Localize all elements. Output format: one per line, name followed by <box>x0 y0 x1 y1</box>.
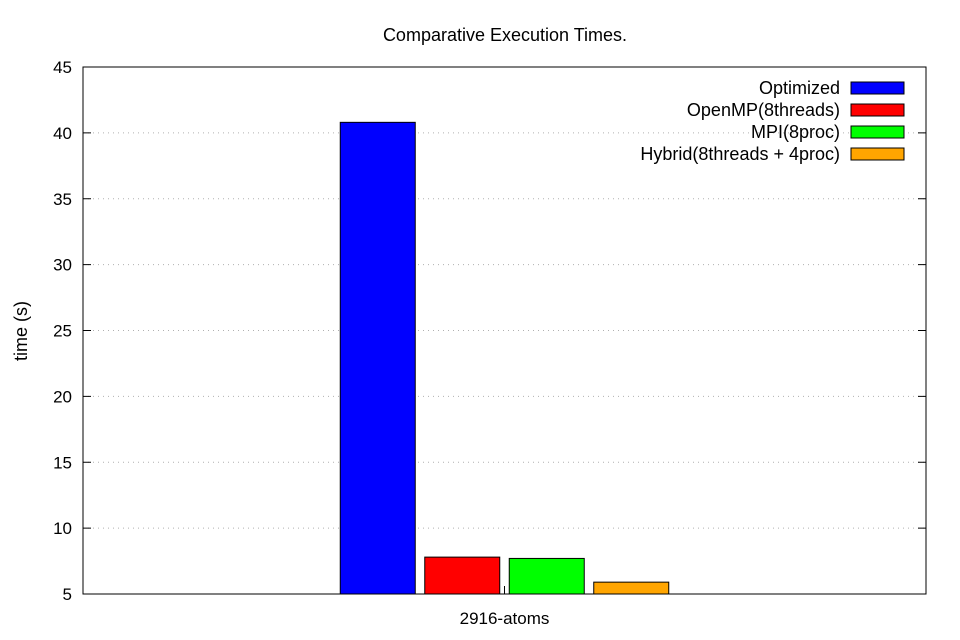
y-tick-label: 40 <box>53 124 72 143</box>
y-tick-label: 45 <box>53 58 72 77</box>
legend-label: Optimized <box>759 78 840 98</box>
y-tick-label: 30 <box>53 256 72 275</box>
legend-label: OpenMP(8threads) <box>687 100 840 120</box>
y-tick-label: 25 <box>53 322 72 341</box>
axis-ticks: 5 10 15 20 25 30 35 40 45 2916-atoms <box>53 58 926 628</box>
x-tick-label: 2916-atoms <box>460 609 550 628</box>
legend-swatch <box>850 103 905 117</box>
bar-openmp-8threads <box>424 556 501 595</box>
bar-mpi-8proc <box>508 557 585 595</box>
legend-label: MPI(8proc) <box>751 122 840 142</box>
bar-hybrid-8threads-4proc <box>593 581 670 595</box>
y-axis-label: time (s) <box>11 301 31 361</box>
bar-optimized <box>339 121 416 595</box>
y-tick-label: 5 <box>63 585 72 604</box>
legend-swatch <box>850 125 905 139</box>
y-tick-label: 35 <box>53 190 72 209</box>
chart-title: Comparative Execution Times. <box>383 25 627 45</box>
y-tick-label: 20 <box>53 387 72 406</box>
legend-swatch <box>850 147 905 161</box>
grid-lines <box>83 132 926 529</box>
legend: OptimizedOpenMP(8threads)MPI(8proc)Hybri… <box>640 78 905 164</box>
bars <box>339 121 670 595</box>
legend-label: Hybrid(8threads + 4proc) <box>640 144 840 164</box>
y-tick-label: 15 <box>53 453 72 472</box>
legend-swatch <box>850 81 905 95</box>
y-tick-label: 10 <box>53 519 72 538</box>
